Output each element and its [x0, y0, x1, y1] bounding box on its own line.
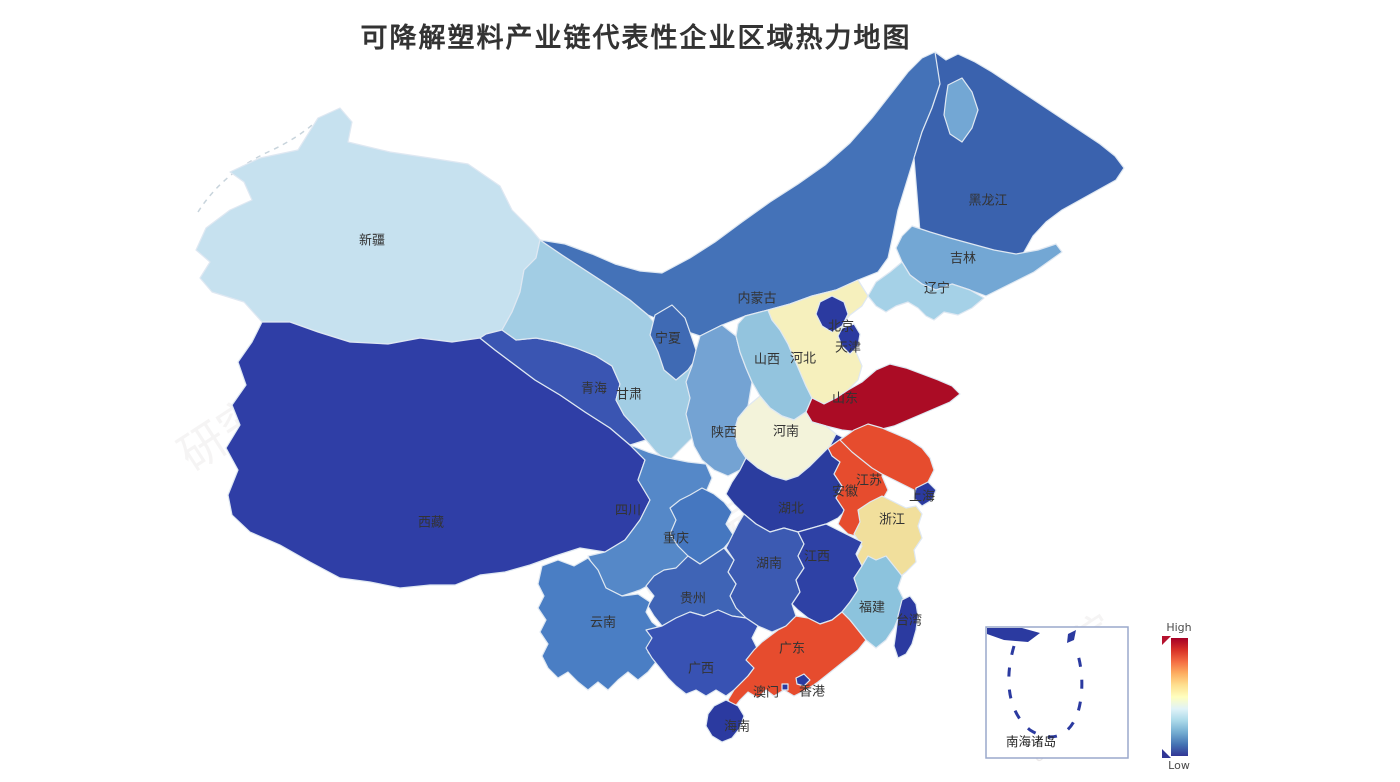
province-label-fujian: 福建	[859, 601, 885, 616]
province-label-hunan: 湖南	[756, 556, 782, 572]
province-xinjiang[interactable]	[195, 107, 541, 345]
province-label-beijing: 北京	[828, 320, 854, 335]
province-heilongjiang[interactable]	[913, 51, 1125, 265]
province-tianjin[interactable]	[837, 323, 861, 355]
legend-low-label: Low	[1168, 759, 1190, 772]
legend-bar	[1170, 638, 1188, 756]
south-china-sea-inset: 南海诸岛	[985, 626, 1129, 759]
legend: High Low	[1156, 621, 1202, 772]
province-label-anhui: 安徽	[832, 485, 858, 500]
inset-nine-dash-line	[1007, 645, 1084, 739]
province-label-guangdong: 广东	[779, 642, 805, 657]
province-label-shanxi: 山西	[754, 353, 780, 368]
province-liaoning[interactable]	[867, 261, 985, 321]
province-label-gansu: 甘肃	[616, 388, 642, 403]
legend-high-handle[interactable]	[1161, 636, 1171, 645]
province-label-guangxi: 广西	[688, 662, 714, 677]
province-label-hubei: 湖北	[778, 502, 804, 517]
province-label-taiwan: 台湾	[896, 613, 922, 629]
province-label-shandong: 山东	[832, 392, 858, 407]
province-label-sichuan: 四川	[615, 504, 641, 519]
province-shanghai[interactable]	[913, 481, 937, 507]
inset-mainland	[987, 628, 1040, 642]
province-label-jilin: 吉林	[950, 252, 976, 267]
province-label-xizang: 西藏	[418, 516, 444, 531]
province-label-aomen: 澳门	[753, 685, 779, 701]
province-fujian[interactable]	[841, 555, 905, 649]
inset-label: 南海诸岛	[1006, 734, 1056, 749]
inset-taiwan	[1067, 630, 1076, 643]
province-label-xinjiang: 新疆	[359, 233, 385, 249]
province-yunnan[interactable]	[537, 557, 663, 691]
province-label-tianjin: 天津	[835, 341, 861, 356]
province-label-chongqing: 重庆	[663, 531, 689, 547]
page-title: 可降解塑料产业链代表性企业区域热力地图	[360, 23, 912, 54]
province-ningxia[interactable]	[649, 304, 699, 381]
province-label-yunnan: 云南	[590, 615, 616, 631]
province-beijing[interactable]	[815, 295, 849, 333]
province-label-jiangxi: 江西	[804, 550, 830, 565]
province-label-heilongjiang: 黑龙江	[968, 194, 1007, 209]
border-dashes	[197, 115, 323, 213]
province-label-shaanxi: 陕西	[711, 426, 737, 441]
province-layer	[195, 51, 1125, 743]
heilongjiang-enclave	[943, 77, 979, 143]
province-taiwan[interactable]	[893, 595, 919, 659]
province-label-guizhou: 贵州	[680, 592, 706, 607]
province-label-ningxia: 宁夏	[655, 331, 681, 347]
legend-high-label: High	[1166, 621, 1192, 634]
legend-low-handle[interactable]	[1161, 749, 1171, 758]
province-label-neimenggu: 内蒙古	[737, 291, 776, 307]
province-label-shanghai: 上海	[909, 490, 935, 505]
province-label-jiangsu: 江苏	[856, 473, 882, 489]
province-xianggang[interactable]	[795, 673, 811, 687]
province-label-hebei: 河北	[790, 352, 816, 367]
province-label-henan: 河南	[773, 424, 799, 440]
province-label-xianggang: 香港	[799, 685, 825, 700]
province-label-qinghai: 青海	[581, 382, 607, 397]
province-label-liaoning: 辽宁	[924, 281, 950, 297]
province-hainan[interactable]	[705, 699, 745, 743]
province-aomen[interactable]	[781, 683, 789, 691]
province-label-zhejiang: 浙江	[879, 513, 905, 528]
province-label-hainan: 海南	[724, 719, 750, 735]
province-jiangsu[interactable]	[839, 423, 935, 493]
